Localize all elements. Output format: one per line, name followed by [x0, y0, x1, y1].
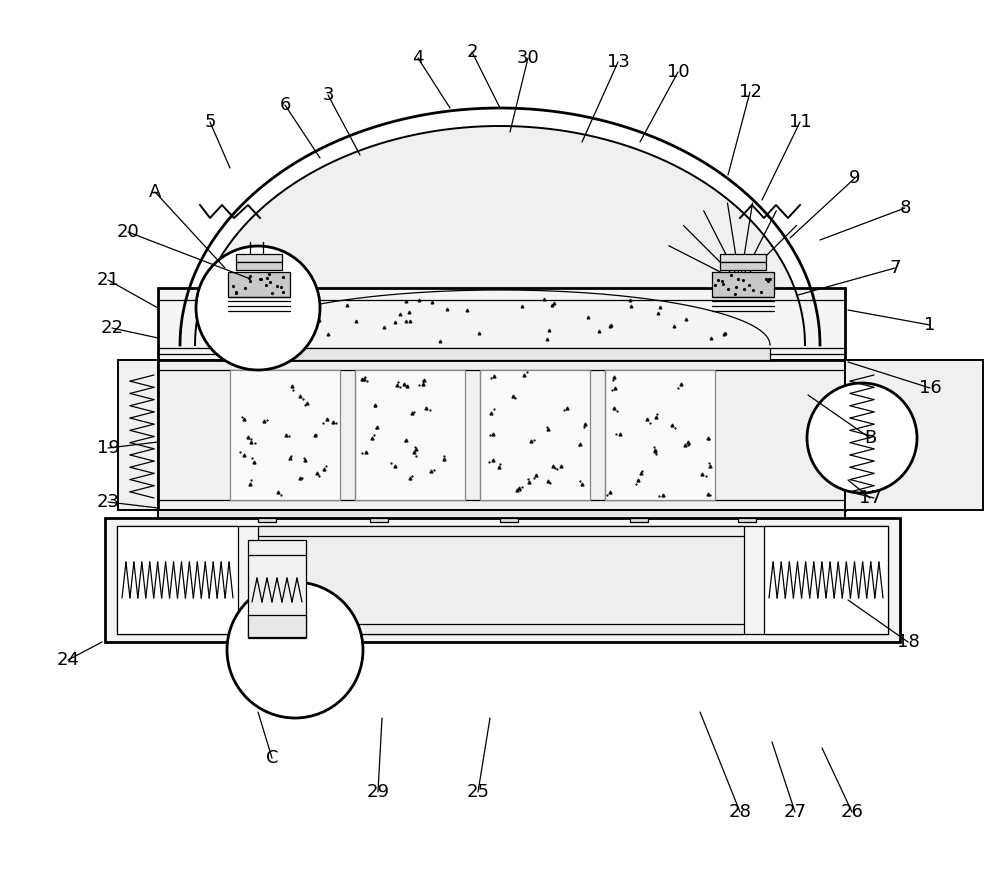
Bar: [258, 526, 744, 634]
Bar: [228, 272, 290, 297]
Bar: [158, 360, 845, 510]
Text: B: B: [864, 429, 876, 447]
Bar: [228, 272, 290, 297]
Bar: [158, 510, 845, 522]
Polygon shape: [195, 126, 805, 345]
Circle shape: [807, 383, 917, 493]
Text: 24: 24: [56, 651, 80, 669]
Text: 30: 30: [517, 49, 539, 67]
Bar: [158, 288, 845, 360]
Text: 13: 13: [607, 53, 629, 71]
Text: 1: 1: [924, 316, 936, 334]
Bar: [370, 518, 388, 522]
Bar: [236, 262, 282, 270]
Bar: [712, 272, 774, 297]
Bar: [236, 254, 282, 262]
Text: 12: 12: [739, 83, 761, 101]
Text: 19: 19: [97, 439, 119, 457]
Bar: [720, 262, 766, 270]
Bar: [230, 370, 340, 500]
Text: 29: 29: [366, 783, 390, 801]
Bar: [480, 370, 590, 500]
Bar: [738, 518, 756, 522]
Text: 23: 23: [96, 493, 120, 511]
Bar: [630, 518, 648, 522]
Bar: [118, 360, 158, 510]
Bar: [117, 526, 238, 634]
Text: 20: 20: [117, 223, 139, 241]
Text: 8: 8: [899, 199, 911, 217]
Text: 4: 4: [412, 49, 424, 67]
Polygon shape: [230, 290, 770, 345]
Text: 22: 22: [100, 319, 124, 337]
Text: 6: 6: [279, 96, 291, 114]
Text: 11: 11: [789, 113, 811, 131]
Text: 2: 2: [466, 43, 478, 61]
Bar: [248, 615, 306, 637]
Text: A: A: [149, 183, 161, 201]
Text: 21: 21: [97, 271, 119, 289]
Text: 26: 26: [841, 803, 863, 821]
Text: 18: 18: [897, 633, 919, 651]
Text: 28: 28: [729, 803, 751, 821]
Bar: [248, 540, 306, 638]
Bar: [720, 254, 766, 262]
Bar: [845, 360, 983, 510]
Bar: [605, 370, 715, 500]
Bar: [355, 370, 465, 500]
Text: 3: 3: [322, 86, 334, 104]
Text: 10: 10: [667, 63, 689, 81]
Bar: [500, 518, 518, 522]
Text: C: C: [266, 749, 278, 767]
Bar: [236, 262, 282, 270]
Text: 7: 7: [889, 259, 901, 277]
Text: 25: 25: [466, 783, 490, 801]
Bar: [258, 518, 276, 522]
Text: 27: 27: [784, 803, 806, 821]
Bar: [105, 518, 900, 642]
Circle shape: [196, 246, 320, 370]
Bar: [236, 254, 282, 262]
Text: 17: 17: [859, 489, 881, 507]
Bar: [764, 526, 888, 634]
Circle shape: [227, 582, 363, 718]
Text: 9: 9: [849, 169, 861, 187]
Text: 16: 16: [919, 379, 941, 397]
Text: 5: 5: [204, 113, 216, 131]
Bar: [230, 348, 770, 360]
